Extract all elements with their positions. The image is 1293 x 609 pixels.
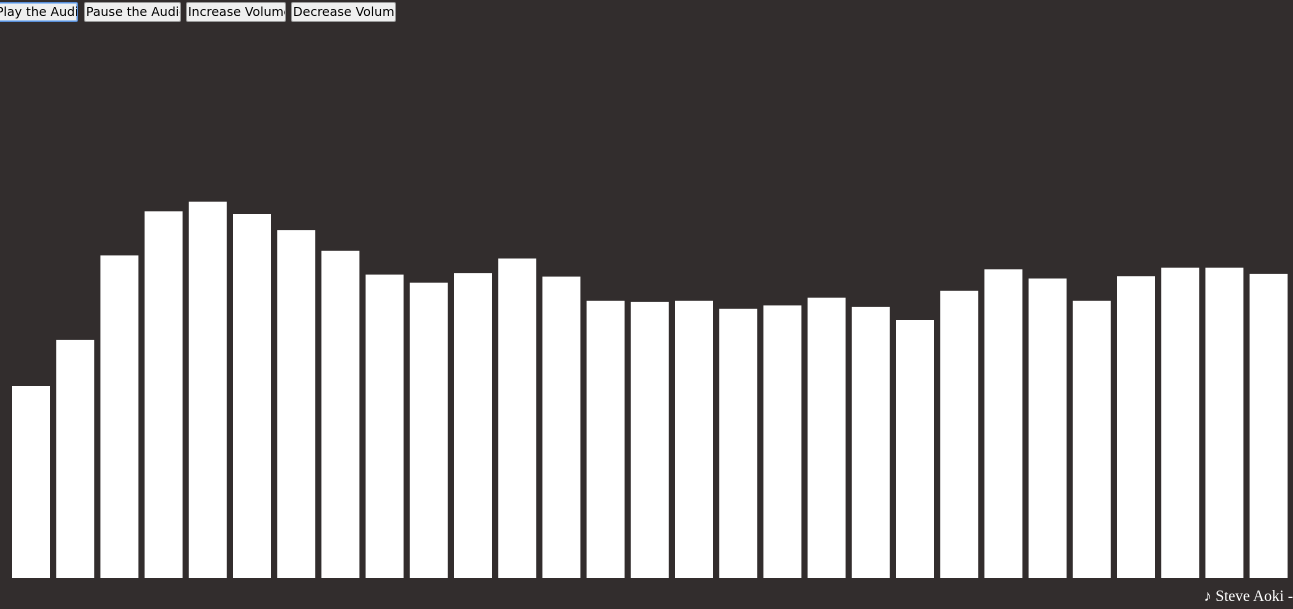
frequency-bar <box>321 250 360 579</box>
frequency-bar <box>12 386 50 578</box>
frequency-bar <box>100 255 139 578</box>
frequency-bar <box>498 258 537 578</box>
frequency-bar <box>851 306 890 578</box>
frequency-bar <box>1117 276 1155 578</box>
frequency-bar <box>365 274 404 578</box>
frequency-bar <box>675 300 713 578</box>
frequency-bar <box>409 282 448 578</box>
frequency-bar <box>454 273 492 578</box>
frequency-bar <box>144 211 183 579</box>
decrease-volume-button[interactable]: Decrease Volume <box>291 2 396 22</box>
frequency-bar <box>56 339 95 578</box>
audio-visualizer <box>12 201 1288 579</box>
frequency-bar <box>188 201 227 578</box>
increase-volume-button[interactable]: Increase Volume <box>186 2 286 22</box>
frequency-bar <box>542 276 581 578</box>
frequency-bar <box>896 320 934 578</box>
frequency-bar <box>1205 267 1244 578</box>
frequency-bar <box>940 290 979 578</box>
frequency-bar <box>1161 267 1200 578</box>
now-playing-text: ♪ Steve Aoki - <box>1203 588 1293 605</box>
play-button[interactable]: Play the Audio <box>0 2 78 22</box>
frequency-bar <box>984 269 1023 578</box>
frequency-bar <box>630 301 669 578</box>
frequency-bar <box>763 305 802 578</box>
audio-controls: Play the Audio Pause the Audio Increase … <box>0 0 1293 24</box>
frequency-bar <box>277 230 316 578</box>
frequency-bar <box>1072 300 1111 578</box>
frequency-bar <box>1249 273 1288 578</box>
frequency-bar <box>719 308 758 578</box>
frequency-bar <box>1028 278 1067 578</box>
frequency-bar <box>586 300 625 578</box>
frequency-bar <box>807 297 846 578</box>
pause-button[interactable]: Pause the Audio <box>84 2 181 22</box>
frequency-bar <box>233 214 271 578</box>
